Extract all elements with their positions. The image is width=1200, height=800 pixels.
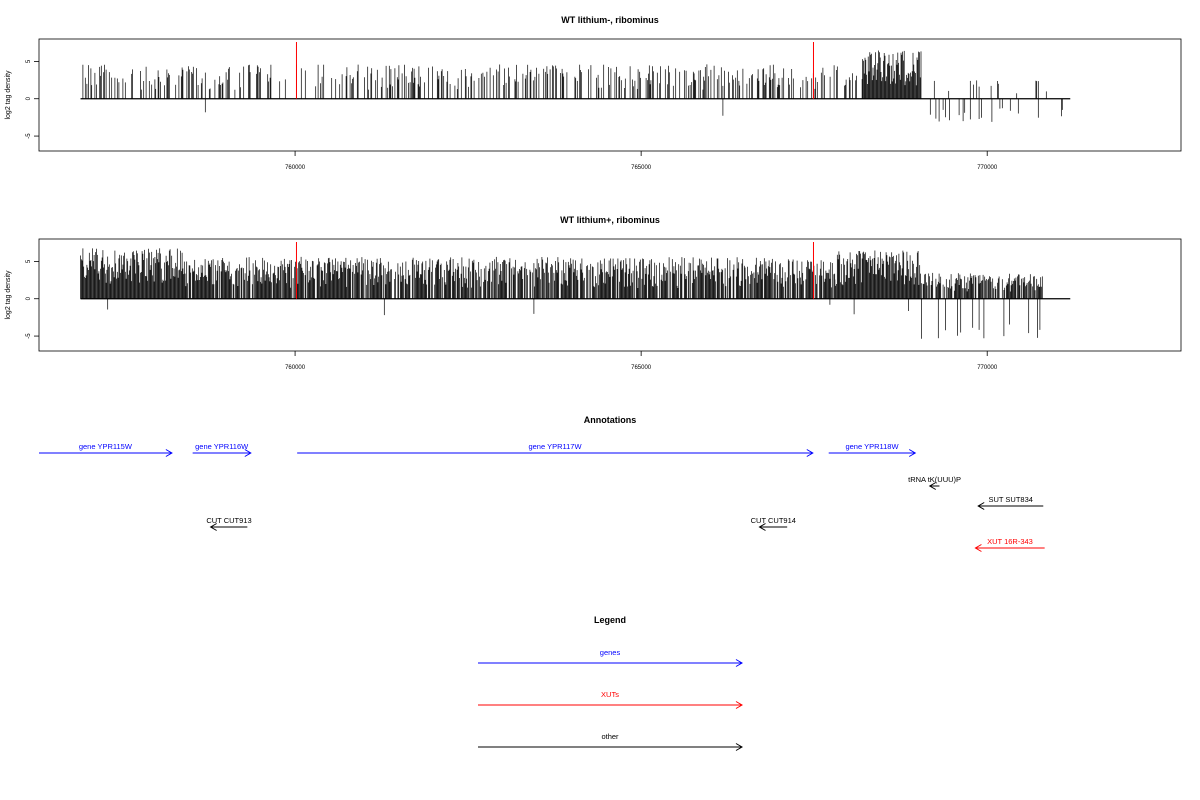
y-tick-label: -5: [26, 333, 32, 339]
signal-bars: [80, 50, 1071, 122]
feature-arrow: [209, 523, 248, 531]
feature-label: gene YPR117W: [528, 442, 582, 451]
legend-panel: Legend genes XUTs other: [478, 615, 743, 751]
x-tick-label: 760000: [285, 165, 306, 171]
feature-label: SUT SUT834: [988, 495, 1032, 504]
feature-label: XUT 16R-343: [987, 537, 1033, 546]
y-tick-label: 5: [26, 259, 32, 263]
annotations-panel: Annotations gene YPR115W gene YPR116W gene…: [39, 415, 1045, 552]
feature-arrow: [974, 544, 1045, 552]
feature-arrow: [758, 523, 788, 531]
x-tick-label: 770000: [977, 165, 998, 171]
feature-label: gene YPR116W: [195, 442, 249, 451]
feature-arrow: [828, 449, 917, 457]
x-tick-label: 760000: [285, 365, 306, 371]
feature-arrow: [192, 449, 252, 457]
red-markers: [295, 42, 814, 99]
signal-bars: [80, 248, 1071, 339]
legend-arrow: [478, 701, 743, 709]
x-tick-label: 765000: [631, 365, 652, 371]
axis-ticks: 760000 765000 770000 -5 0 5: [26, 259, 998, 371]
x-tick-label: 765000: [631, 165, 652, 171]
y-axis-label: log2 tag density: [5, 270, 12, 320]
y-tick-label: -5: [26, 133, 32, 139]
feature-label: CUT CUT914: [751, 516, 796, 525]
y-axis-label: log2 tag density: [5, 70, 12, 120]
x-tick-label: 770000: [977, 365, 998, 371]
plot-frame: [38, 38, 1182, 152]
feature-label: gene YPR115W: [79, 442, 133, 451]
legend-label: XUTs: [601, 690, 619, 699]
axis-ticks: 760000 765000 770000 -5 0 5: [26, 59, 998, 171]
feature-label: tRNA tK(UUU)P: [908, 475, 961, 484]
legend-label: genes: [600, 648, 621, 657]
legend-arrow: [478, 659, 743, 667]
y-tick-label: 0: [26, 296, 32, 300]
feature-arrow: [928, 482, 940, 490]
feature-label: gene YPR118W: [845, 442, 899, 451]
feature-label: CUT CUT913: [206, 516, 251, 525]
track-panel-lithium-minus: WT lithium-, ribominus log2 tag density …: [5, 15, 1182, 171]
annotation-features: gene YPR115W gene YPR116W gene YPR117W gene…: [39, 442, 1045, 552]
feature-arrow: [297, 449, 814, 457]
track-title: WT lithium+, ribominus: [560, 215, 660, 225]
feature-arrow: [977, 502, 1044, 510]
legend-items: genes XUTs other: [478, 648, 743, 751]
y-tick-label: 0: [26, 96, 32, 100]
track-title: WT lithium-, ribominus: [561, 15, 659, 25]
plot-frame: [38, 238, 1182, 352]
y-tick-label: 5: [26, 59, 32, 63]
red-markers: [295, 242, 814, 299]
legend-title: Legend: [594, 615, 626, 625]
legend-arrow: [478, 743, 743, 751]
legend-label: other: [601, 732, 619, 741]
feature-arrow: [39, 449, 173, 457]
annotations-title: Annotations: [584, 415, 637, 425]
track-panel-lithium-plus: WT lithium+, ribominus log2 tag density …: [5, 215, 1182, 371]
